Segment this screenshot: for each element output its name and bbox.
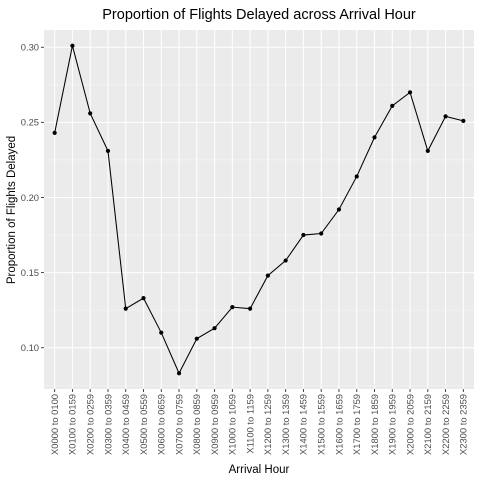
grid-lines	[44, 30, 474, 389]
x-tick-label: X0900 to 0959	[209, 394, 220, 455]
x-tick-label: X0700 to 0759	[173, 394, 184, 455]
data-point	[407, 90, 413, 95]
y-tick-label: 0.15	[21, 267, 39, 278]
x-axis-title: Arrival Hour	[229, 464, 290, 476]
x-tick-label: X1700 to 1759	[351, 394, 362, 455]
plot-panel	[44, 30, 474, 389]
x-tick-label: X0600 to 0659	[156, 394, 167, 455]
x-tick-label: X1500 to 1559	[315, 394, 326, 455]
panel-background	[44, 30, 474, 389]
x-tick-label: X0000 to 0100	[49, 394, 60, 455]
data-series	[52, 43, 466, 376]
x-tick-label: X2200 to 2259	[440, 394, 451, 455]
data-point	[159, 330, 164, 335]
data-point	[212, 326, 217, 331]
data-point	[354, 174, 359, 179]
data-point	[336, 207, 342, 212]
x-tick-label: X1300 to 1359	[280, 394, 291, 455]
data-point	[390, 103, 395, 108]
data-point	[248, 306, 253, 311]
chart-title: Proportion of Flights Delayed across Arr…	[102, 7, 416, 23]
x-tick-label: X0800 to 0859	[191, 394, 202, 455]
data-point	[301, 232, 306, 238]
x-tick-label: X2300 to 2359	[458, 394, 469, 455]
data-point	[88, 111, 93, 116]
x-tick-label: X0300 to 0359	[102, 394, 113, 455]
x-tick-label: X0400 to 0459	[120, 394, 131, 455]
data-point	[319, 231, 324, 236]
x-tick-label: X2000 to 2059	[404, 394, 415, 455]
x-tick-label: X1000 to 1059	[227, 394, 238, 455]
x-tick-label: X0100 to 0159	[67, 394, 78, 455]
data-point	[425, 148, 430, 154]
data-point	[105, 148, 111, 154]
y-axis: 0.10 0.15 0.20 0.25 0.30	[21, 42, 44, 353]
data-point	[265, 273, 270, 278]
data-point	[372, 135, 377, 140]
x-tick-label: X1600 to 1659	[333, 394, 344, 455]
data-point	[52, 130, 57, 135]
data-point	[123, 306, 128, 311]
x-tick-label: X1900 to 1959	[387, 394, 398, 455]
data-point	[461, 118, 466, 123]
y-tick-label: 0.30	[21, 42, 39, 53]
x-axis: X0000 to 0100 X0100 to 0159 X0200 to 0259 X…	[49, 389, 469, 455]
x-tick-label: X1800 to 1859	[369, 394, 380, 455]
data-point	[141, 296, 146, 301]
x-tick-label: X1200 to 1259	[262, 394, 273, 455]
x-tick-label: X0500 to 0559	[138, 394, 149, 455]
data-point	[194, 336, 199, 341]
data-point	[283, 258, 288, 263]
y-tick-label: 0.25	[21, 117, 39, 128]
y-tick-label: 0.10	[21, 342, 39, 353]
data-point	[443, 114, 448, 119]
x-tick-label: X2100 to 2159	[422, 394, 433, 455]
data-point	[70, 43, 75, 48]
x-tick-label: X1400 to 1459	[298, 394, 309, 455]
y-tick-label: 0.20	[21, 192, 39, 203]
y-axis-title: Proportion of Flights Delayed	[6, 136, 18, 284]
data-point	[230, 305, 235, 310]
x-tick-label: X1100 to 1159	[244, 394, 255, 454]
series-line	[54, 45, 464, 375]
data-point	[176, 371, 182, 376]
x-tick-label: X0200 to 0259	[85, 394, 96, 455]
